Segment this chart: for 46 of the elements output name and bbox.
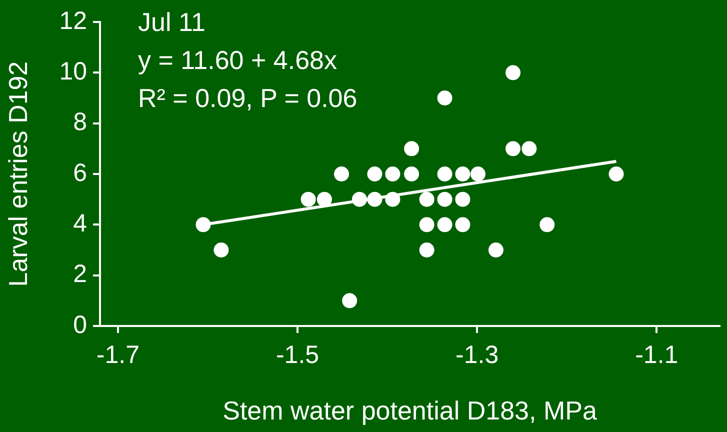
x-tick-label: -1.1 [635,340,678,369]
annotation: y = 11.60 + 4.68x [138,45,337,76]
point [470,166,486,182]
point [455,217,470,232]
y-tick-label: 4 [73,210,88,238]
point [506,65,520,80]
point [488,242,504,258]
point [334,166,350,182]
point [455,192,470,207]
point [437,166,452,182]
y-tick-label: 6 [73,158,87,187]
y-tick-label: 2 [73,260,87,288]
point [437,192,452,207]
point [506,141,520,156]
point [419,242,434,258]
point [608,166,624,182]
point [342,293,358,308]
point [455,166,470,182]
point [300,192,316,207]
point [367,166,382,182]
point [385,192,400,207]
point [404,166,420,182]
annotation: Jul 11 [138,7,206,38]
point [214,242,229,258]
annotation: R² = 0.09, P = 0.06 [138,83,358,114]
point [352,192,367,207]
point [419,217,434,232]
y-tick-label: 8 [73,108,87,136]
point [385,166,400,182]
point [522,141,537,156]
point [437,217,452,232]
x-axis-title: Stem water potential D183, MPa [222,396,598,426]
point [316,192,332,207]
point [404,141,420,156]
y-tick-label: 0 [73,310,87,339]
point [419,192,434,207]
point [196,217,211,232]
x-tick-label: -1.3 [456,340,499,369]
x-tick-label: -1.5 [276,340,320,369]
y-tick-label: 12 [59,6,87,35]
point [437,90,452,106]
point [540,217,555,232]
x-tick-label: -1.7 [96,340,140,369]
y-tick-label: 10 [59,58,87,86]
point [367,192,382,207]
y-axis-title: Larval entries D192 [2,61,33,287]
